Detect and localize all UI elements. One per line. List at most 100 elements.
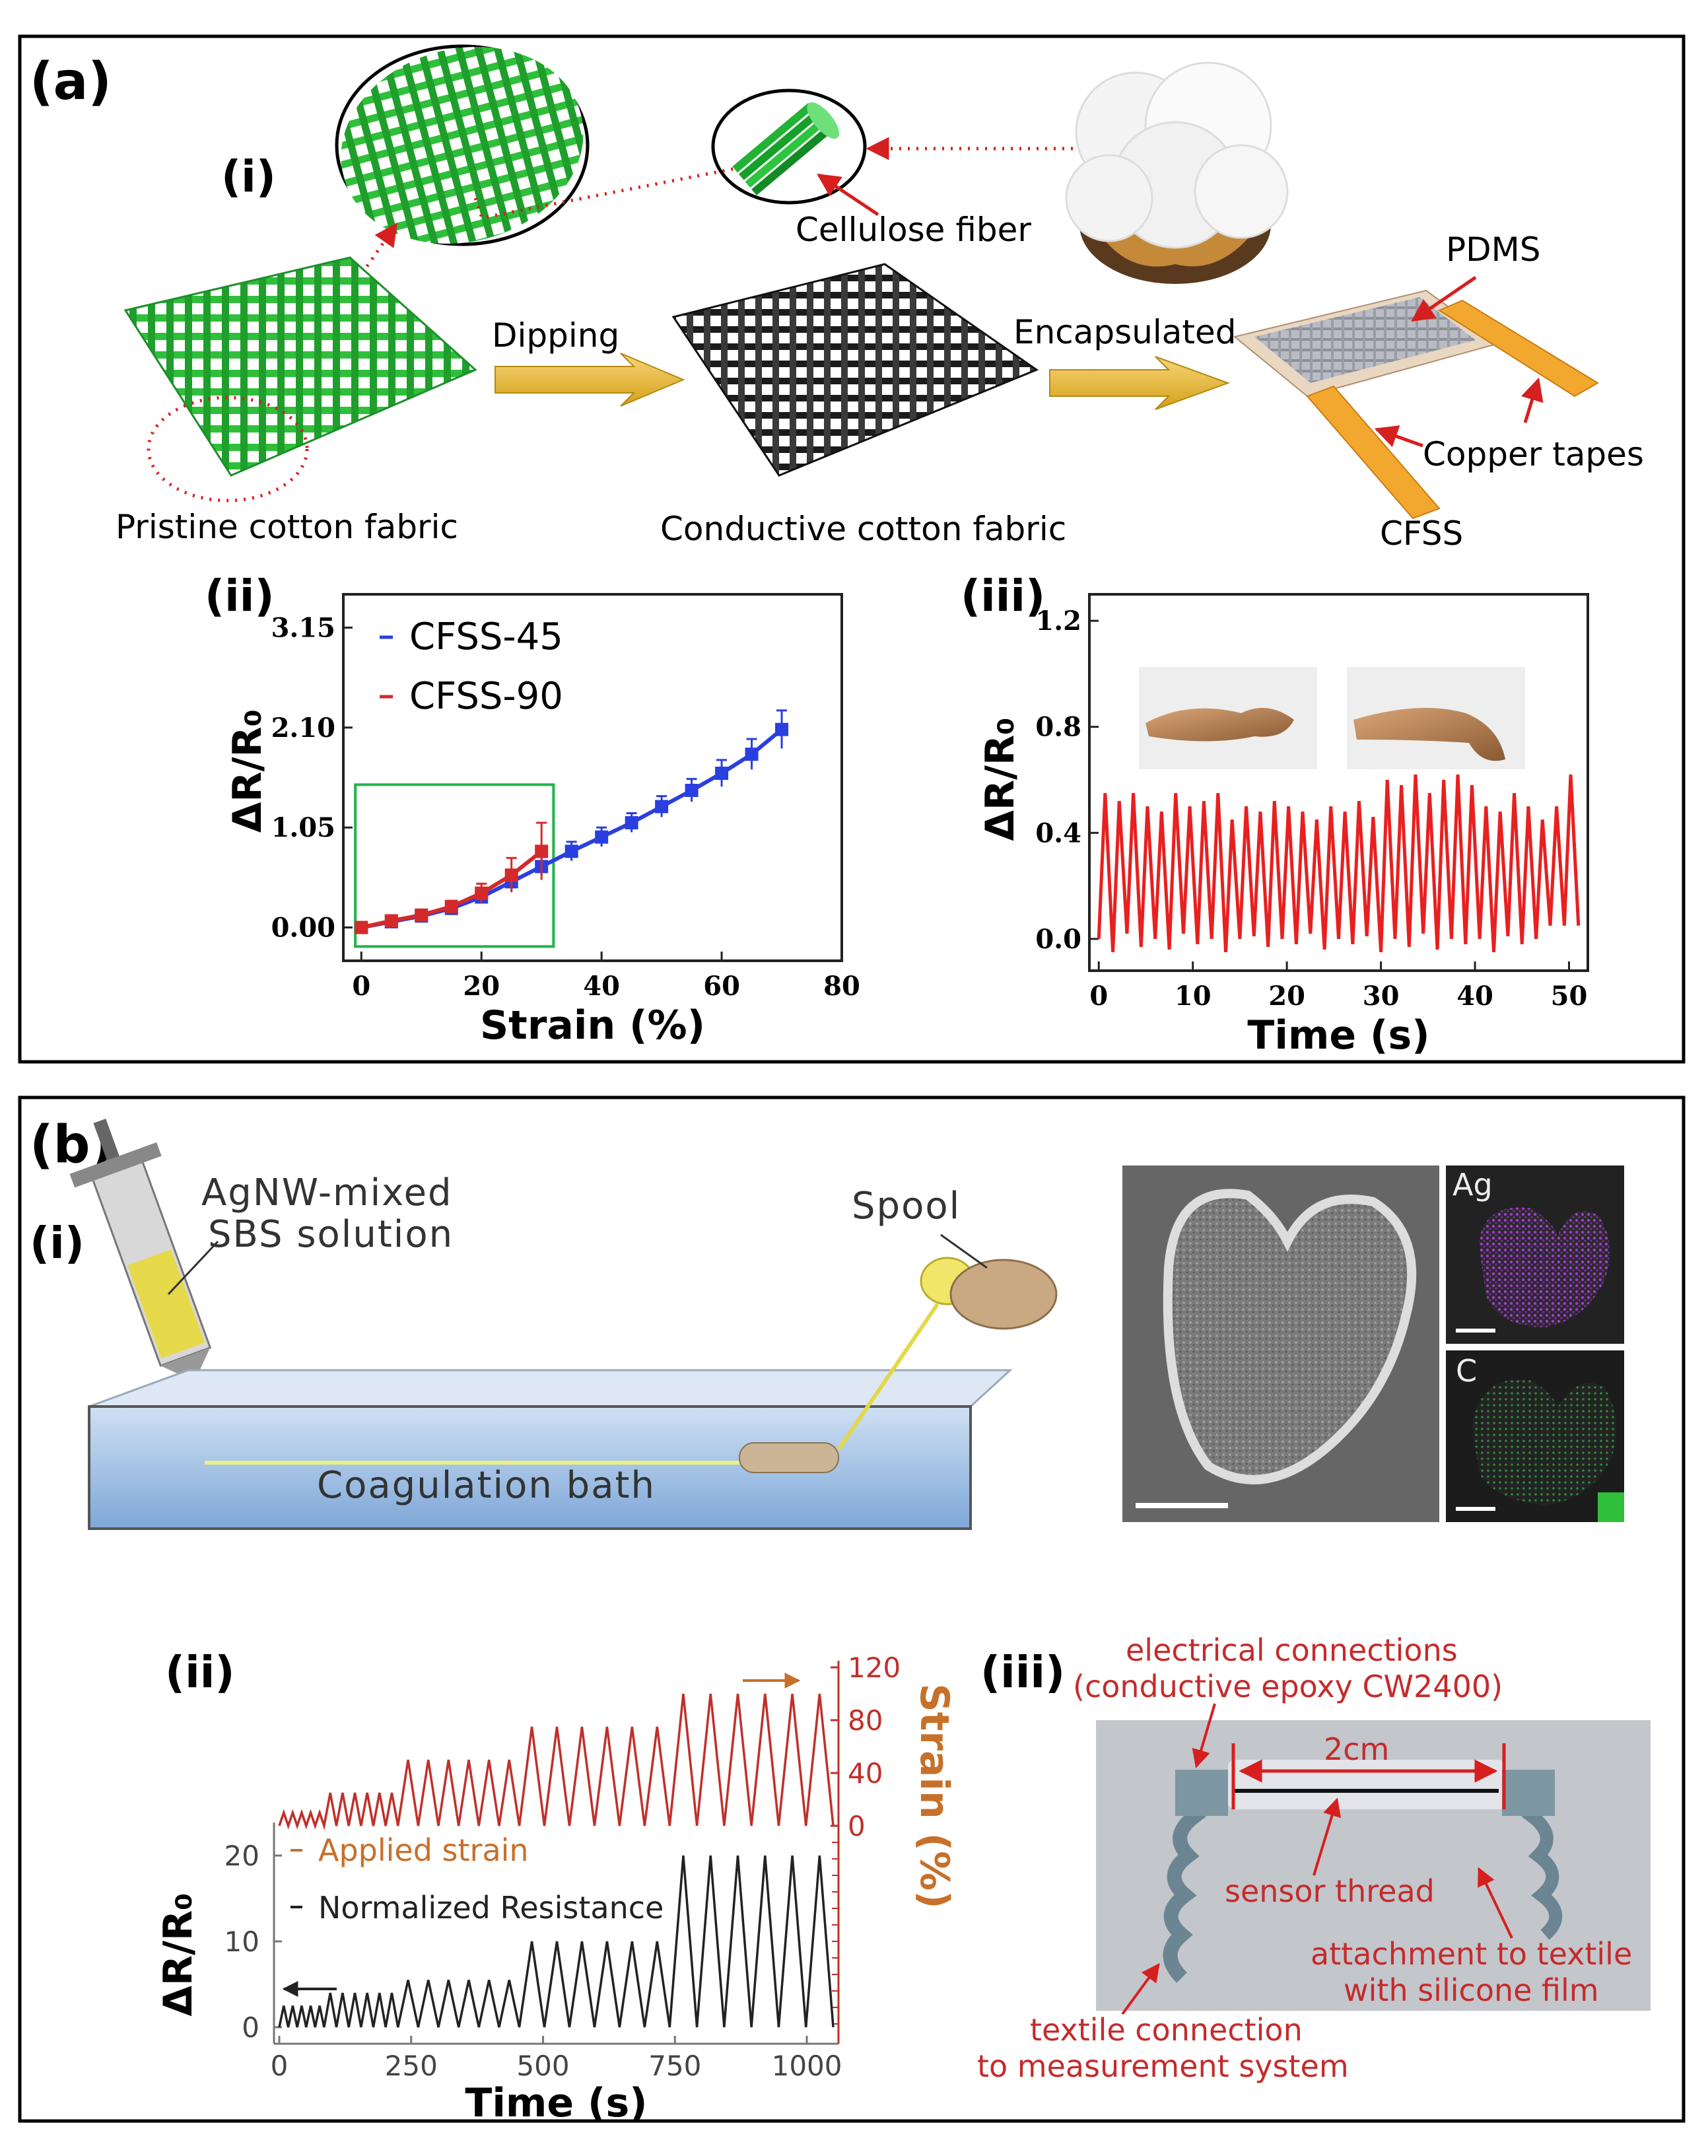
- chart-strain-response: 0 20 40 60 80 0.00 1.05 2.10 3.15 Strain (%) ΔR/R₀…: [224, 593, 860, 1049]
- y-axis-label: ΔR/R₀: [155, 1893, 201, 2016]
- y-tick-label: 2.10: [271, 713, 335, 744]
- y-tick-label: 20: [224, 1840, 259, 1872]
- fiber-to-spool: [837, 1303, 939, 1451]
- x-tick-label: 0: [1089, 981, 1108, 1012]
- pdms-label: PDMS: [1446, 230, 1541, 269]
- attachment-label-2: with silicone film: [1344, 1972, 1599, 2008]
- dipping-label: Dipping: [492, 316, 619, 355]
- sensor-thread-label: sensor thread: [1225, 1873, 1435, 1909]
- c-map-image: [1446, 1350, 1624, 1522]
- x-tick-label: 0: [352, 971, 370, 1002]
- encapsulated-arrow: [1049, 356, 1230, 410]
- plot-frame: [1088, 593, 1589, 972]
- conductive-fabric-image: [671, 263, 1039, 477]
- data-point: [715, 767, 729, 781]
- cfss-label: CFSS: [1380, 514, 1463, 553]
- electrical-pointer: [1192, 1703, 1216, 1768]
- x-tick-label: 500: [516, 2050, 569, 2082]
- pristine-fabric-label: Pristine cotton fabric: [116, 508, 458, 546]
- y2-tick-label: 0: [848, 1810, 866, 1842]
- solution-label-1: AgNW-mixed: [201, 1171, 453, 1214]
- y-tick-label: 0.8: [1035, 712, 1081, 743]
- y-tick-label: 1.2: [1035, 606, 1081, 637]
- spool-image: [920, 1257, 1058, 1330]
- x-tick-label: 20: [1268, 981, 1305, 1012]
- x-tick-label: 750: [648, 2050, 701, 2082]
- solution-label-2: SBS solution: [208, 1213, 454, 1256]
- panel-a-label: (a): [30, 52, 112, 112]
- panel-b-frame: [18, 1095, 1686, 2123]
- encapsulated-label: Encapsulated: [1013, 313, 1237, 351]
- data-point: [595, 830, 609, 844]
- data-point: [745, 748, 759, 761]
- x-tick-label: 80: [823, 971, 860, 1002]
- data-point: [475, 886, 489, 900]
- pdms-pointer: [1411, 275, 1477, 322]
- x-tick-label: 1000: [772, 2050, 842, 2082]
- x-tick-label: 30: [1363, 981, 1400, 1012]
- cellulose-pointer: [817, 173, 879, 217]
- data-point: [355, 921, 368, 934]
- data-point: [504, 868, 518, 882]
- y-tick-label: 3.15: [271, 612, 335, 643]
- wrist-photo-2: [1347, 667, 1525, 769]
- conductive-fabric-label: Conductive cotton fabric: [660, 510, 1066, 548]
- y-tick-label: 10: [224, 1926, 259, 1958]
- bath-label: Coagulation bath: [317, 1464, 656, 1507]
- data-point: [384, 914, 398, 928]
- panel-b-sub-i: (i): [30, 1218, 85, 1269]
- series-line: [278, 1855, 835, 2028]
- syringe-pointer: [167, 1240, 219, 1296]
- data-point: [535, 845, 549, 858]
- data-point: [625, 816, 638, 829]
- spool-pointer: [940, 1234, 988, 1269]
- cellulose-fiber-label: Cellulose fiber: [796, 211, 1031, 249]
- x-tick-label: 10: [1175, 981, 1212, 1012]
- y2-tick-label: 120: [848, 1652, 901, 1684]
- data-point: [775, 722, 789, 736]
- copper-pointer-2: [1374, 425, 1423, 448]
- wrist-photo-1: [1139, 667, 1317, 769]
- spool-label: Spool: [852, 1185, 961, 1228]
- copper-pointer-1: [1521, 377, 1544, 423]
- electrical-label-1: electrical connections: [1126, 1632, 1458, 1668]
- y-tick-label: 0.00: [271, 913, 335, 944]
- x-tick-label: 250: [385, 2050, 438, 2082]
- legend-label: Applied strain: [318, 1832, 529, 1868]
- copper-tapes-label: Copper tapes: [1423, 435, 1644, 473]
- x-tick-label: 50: [1551, 981, 1588, 1012]
- x-tick-label: 20: [463, 971, 500, 1002]
- y2-axis-label: Strain (%): [911, 1683, 957, 1908]
- zoom-box: [354, 783, 555, 948]
- c-label: C: [1456, 1353, 1477, 1389]
- data-point: [655, 800, 669, 814]
- y-axis-label: ΔR/R₀: [977, 717, 1023, 841]
- y-axis-label: ΔR/R₀: [224, 709, 271, 833]
- x-tick-label: 40: [583, 971, 620, 1002]
- attachment-pointer: [1478, 1867, 1513, 1939]
- sem-cross-section-image: [1122, 1165, 1439, 1522]
- panel-b-sub-ii: (ii): [165, 1647, 235, 1698]
- textile-pointer: [1121, 1963, 1160, 2015]
- chart-cyclic-test: 0 250 500 750 1000 0 10 20 0 40 80 120 Time (s) ΔR/R₀…: [155, 1652, 957, 2126]
- y-tick-label: 1.05: [271, 812, 335, 843]
- panel-a-frame: [18, 34, 1686, 1064]
- y2-tick-label: 40: [848, 1757, 883, 1790]
- cfss-device-image: [1233, 289, 1599, 520]
- textile-label-1: textile connection: [1030, 2012, 1303, 2048]
- legend-label: CFSS-45: [409, 615, 563, 658]
- panel-a-sub-iii: (iii): [961, 571, 1045, 621]
- sensor-thread-pointer: [1313, 1797, 1342, 1876]
- attachment-label-1: attachment to textile: [1311, 1936, 1632, 1972]
- ag-label: Ag: [1452, 1167, 1493, 1202]
- magnified-fabric-circle: [318, 20, 606, 271]
- y2-tick-label: 80: [848, 1704, 883, 1737]
- panel-a-sub-i: (i): [221, 151, 276, 202]
- data-point: [564, 845, 578, 858]
- data-point: [415, 908, 428, 922]
- length-label: 2cm: [1324, 1731, 1389, 1767]
- y-tick-label: 0.4: [1035, 817, 1081, 849]
- ag-map-image: [1446, 1165, 1624, 1344]
- data-point: [685, 783, 699, 797]
